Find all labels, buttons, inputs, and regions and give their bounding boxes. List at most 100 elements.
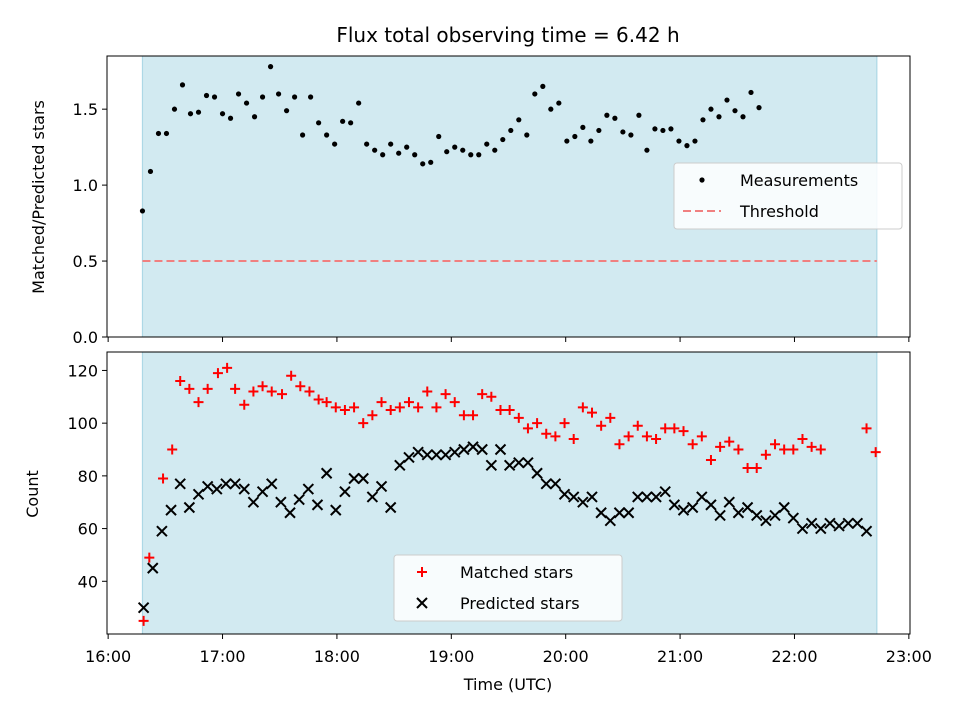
predicted-star-point (760, 514, 772, 527)
predicted-star-point (741, 501, 754, 514)
x-tick-label: 22:00 (771, 647, 817, 666)
matched-star-point (651, 433, 662, 444)
matched-star-point (286, 370, 297, 381)
measurement-point (428, 159, 434, 165)
predicted-star-point (275, 496, 287, 508)
matched-star-point (138, 615, 149, 626)
measurement-point (508, 127, 514, 134)
measurement-point (612, 115, 618, 121)
matched-star-point (522, 423, 533, 434)
y-tick-label: 120 (67, 361, 98, 380)
matched-star-point (449, 397, 460, 408)
measurement-point (179, 82, 186, 88)
predicted-star-point (256, 485, 269, 498)
measurement-point (668, 126, 674, 132)
matched-star-point (623, 431, 634, 442)
matched-star-point (705, 455, 716, 466)
measurement-point (275, 91, 282, 97)
predicted-star-point (604, 514, 617, 527)
measurement-point (259, 94, 266, 100)
measurement-point (380, 152, 386, 158)
legend-entry-label: Threshold (739, 202, 819, 221)
measurement-point (596, 127, 602, 134)
matched-star-point (760, 449, 771, 460)
predicted-star-point (192, 488, 205, 501)
measurement-point (748, 89, 754, 96)
legend-box (393, 554, 623, 622)
matched-star-point (367, 410, 378, 421)
matched-star-point (870, 447, 881, 458)
measurement-point (444, 149, 450, 155)
matched-star-point (349, 402, 360, 413)
matched-star-point (266, 386, 277, 397)
chart-title: Flux total observing time = 6.42 h (336, 23, 679, 47)
matched-star-point (797, 433, 808, 444)
predicted-star-point (330, 504, 342, 516)
matched-star-point (167, 444, 178, 455)
predicted-star-point (805, 517, 818, 530)
measurement-point (724, 97, 730, 103)
measurement-point (396, 150, 402, 156)
predicted-star-point (732, 507, 745, 519)
matched-star-point (248, 386, 259, 397)
predicted-star-point (567, 491, 580, 503)
legend-entry-label: Measurements (740, 171, 858, 190)
predicted-star-point (613, 507, 626, 519)
matched-star-point (806, 441, 817, 452)
legend-entry-label: Predicted stars (460, 594, 580, 613)
predicted-star-point (403, 451, 415, 464)
measurement-point (684, 143, 690, 149)
y-tick-label: 1.5 (73, 100, 98, 119)
count-y-axis-label: Count (23, 470, 42, 518)
matched-star-point (541, 428, 552, 439)
measurement-point (412, 152, 418, 158)
predicted-star-point (815, 522, 827, 535)
predicted-star-point (147, 562, 159, 574)
series-plus (138, 362, 881, 626)
predicted-star-point (824, 517, 836, 530)
predicted-star-point (632, 491, 644, 503)
x-tick-label: 21:00 (657, 647, 703, 666)
measurement-point (316, 120, 322, 126)
matched-star-point (277, 389, 288, 400)
measurement-point (187, 111, 194, 117)
measurement-point (195, 109, 202, 115)
matched-star-point (376, 397, 387, 408)
axes-frame (106, 55, 911, 338)
predicted-star-point (494, 443, 507, 456)
predicted-star-point (220, 478, 232, 490)
predicted-star-point (595, 507, 607, 519)
predicted-star-point (769, 509, 781, 522)
measurement-point (251, 114, 258, 120)
predicted-star-point (339, 485, 351, 498)
predicted-star-point (476, 443, 488, 456)
predicted-star-point (412, 446, 424, 458)
predicted-star-point (714, 509, 726, 522)
predicted-star-point (165, 504, 177, 516)
matched-star-point (532, 418, 543, 429)
matched-star-point (257, 381, 268, 392)
matched-star-point (495, 404, 506, 415)
matched-star-point (222, 362, 233, 373)
measurement-point (283, 108, 290, 114)
ratio-y-axis-label: Matched/Predicted stars (29, 100, 48, 294)
predicted-star-point (449, 446, 461, 458)
measurement-point (203, 92, 210, 99)
legend-predicted-marker (416, 597, 428, 609)
predicted-star-point (696, 491, 708, 503)
y-tick-label: 60 (78, 520, 98, 539)
matched-star-point (321, 397, 332, 408)
predicted-star-point (723, 496, 735, 508)
measurement-point (524, 132, 530, 138)
predicted-star-point (833, 520, 845, 532)
matched-star-point (559, 418, 570, 429)
measurement-point (636, 112, 642, 118)
x-tick-label: 16:00 (85, 647, 131, 666)
measurement-point (235, 91, 242, 97)
predicted-star-point (183, 501, 196, 514)
matched-star-point (641, 431, 652, 442)
measurement-point (324, 132, 330, 138)
matched-star-point (212, 368, 223, 379)
predicted-star-point (201, 480, 214, 493)
predicted-star-point (659, 485, 671, 498)
